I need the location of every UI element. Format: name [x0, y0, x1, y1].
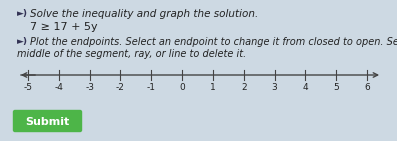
FancyBboxPatch shape [13, 111, 81, 132]
Text: -2: -2 [116, 83, 125, 92]
Text: 3: 3 [272, 83, 278, 92]
Text: Solve the inequality and graph the solution.: Solve the inequality and graph the solut… [30, 9, 258, 19]
Text: -5: -5 [23, 83, 33, 92]
Text: middle of the segment, ray, or line to delete it.: middle of the segment, ray, or line to d… [17, 49, 246, 59]
Text: ►): ►) [17, 9, 28, 18]
Text: 7 ≥ 17 + 5y: 7 ≥ 17 + 5y [30, 22, 98, 32]
Text: -4: -4 [54, 83, 63, 92]
Text: Submit: Submit [25, 117, 69, 127]
Text: Plot the endpoints. Select an endpoint to change it from closed to open. Select : Plot the endpoints. Select an endpoint t… [30, 37, 397, 47]
Text: 1: 1 [210, 83, 216, 92]
Text: ►): ►) [17, 37, 28, 46]
Text: 4: 4 [303, 83, 308, 92]
Text: 6: 6 [364, 83, 370, 92]
Text: 0: 0 [179, 83, 185, 92]
Text: 2: 2 [241, 83, 247, 92]
Text: 5: 5 [333, 83, 339, 92]
Text: -1: -1 [147, 83, 156, 92]
Text: -3: -3 [85, 83, 94, 92]
